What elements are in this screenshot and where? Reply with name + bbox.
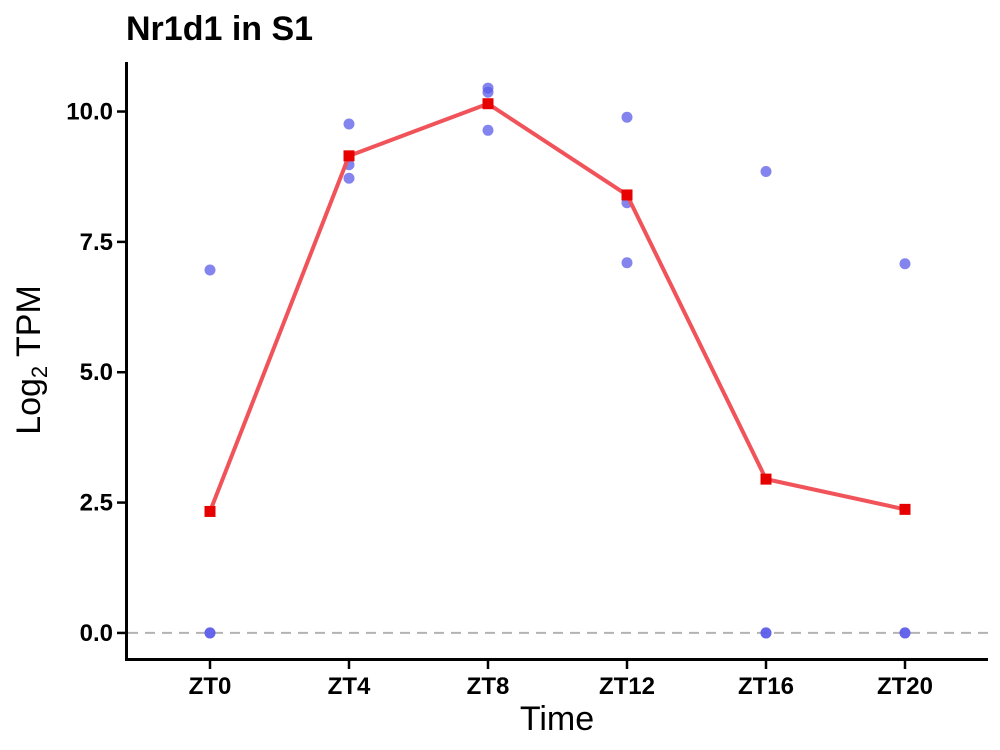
y-axis-title-suffix: TPM: [10, 285, 48, 366]
y-axis-title-subscript: 2: [27, 366, 52, 378]
x-tick-label: ZT4: [328, 673, 371, 700]
y-tick-label: 10.0: [66, 99, 113, 126]
x-tick-label: ZT12: [599, 673, 655, 700]
y-axis-title-prefix: Log: [10, 378, 48, 435]
sample-point: [482, 124, 494, 136]
sample-point: [343, 172, 355, 184]
sample-point: [760, 627, 772, 639]
sample-point: [204, 264, 216, 276]
y-tick-label: 2.5: [80, 490, 113, 517]
x-tick-label: ZT0: [189, 673, 232, 700]
x-tick-label: ZT8: [467, 673, 510, 700]
axis-ticks: 0.0 2.5 5.0 7.5 10.0 ZT0 ZT4 ZT8 ZT12 ZT16 ZT20: [66, 99, 933, 700]
sample-point: [204, 627, 216, 639]
x-axis-title: Time: [520, 700, 594, 738]
sample-point: [899, 627, 911, 639]
mean-line: [208, 101, 907, 514]
sample-point: [343, 118, 355, 130]
mean-marker: [482, 98, 494, 110]
y-axis-title: Log2 TPM: [10, 285, 52, 435]
y-tick-label: 0.0: [80, 620, 113, 647]
sample-point: [621, 111, 633, 123]
mean-marker: [899, 503, 911, 515]
sample-point: [482, 86, 494, 98]
x-tick-label: ZT20: [877, 673, 933, 700]
mean-marker: [760, 473, 772, 485]
y-tick-label: 7.5: [80, 229, 113, 256]
sample-point: [899, 258, 911, 270]
mean-marker: [343, 150, 355, 162]
sample-point: [621, 257, 633, 269]
x-tick-label: ZT16: [738, 673, 794, 700]
sample-point: [760, 165, 772, 177]
y-tick-label: 5.0: [80, 359, 113, 386]
plot-area: [128, 82, 988, 639]
mean-marker: [204, 505, 216, 517]
mean-marker: [621, 189, 633, 201]
chart-title: Nr1d1 in S1: [126, 10, 313, 48]
